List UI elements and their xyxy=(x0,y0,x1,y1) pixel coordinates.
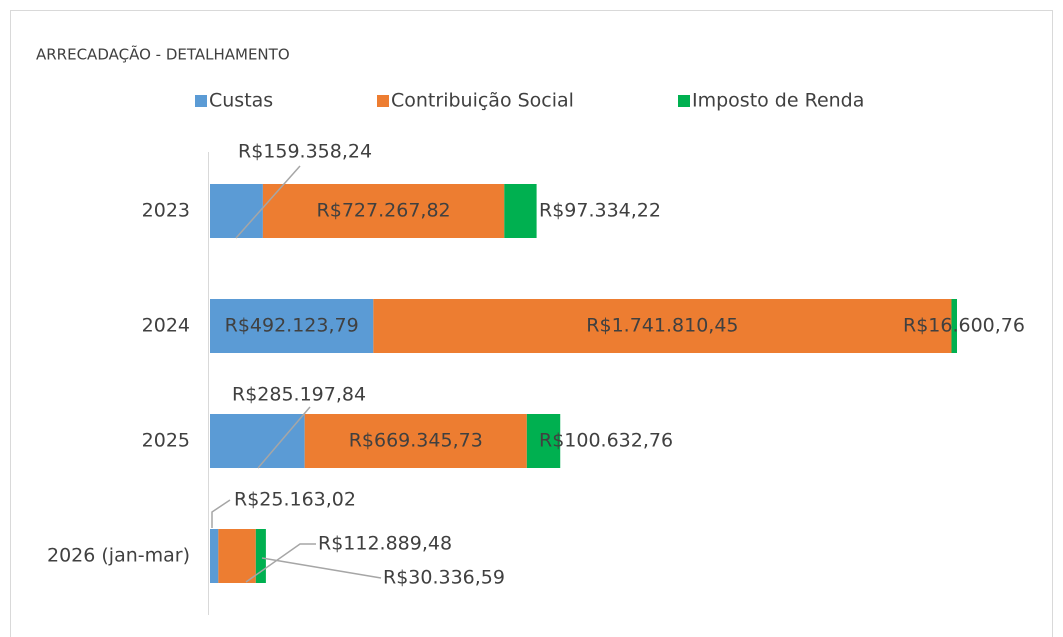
data-label: R$97.334,22 xyxy=(539,200,661,222)
data-label: R$16.600,76 xyxy=(903,315,1025,337)
y-tick-label: 2024 xyxy=(142,315,190,337)
data-label: R$100.632,76 xyxy=(539,430,673,452)
bar-segment xyxy=(218,529,256,583)
data-label: R$112.889,48 xyxy=(318,533,452,555)
bar-segment xyxy=(210,529,219,583)
data-label: R$669.345,73 xyxy=(349,430,483,452)
leader-line xyxy=(257,406,311,469)
bar-segment xyxy=(951,299,957,353)
leader-line xyxy=(211,499,231,528)
y-tick-label: 2023 xyxy=(142,200,190,222)
data-label: R$25.163,02 xyxy=(234,489,356,511)
chart-title: ARRECADAÇÃO - DETALHAMENTO xyxy=(36,45,290,64)
bar-segment xyxy=(210,414,305,468)
bar-segment xyxy=(262,184,505,238)
data-label: R$159.358,24 xyxy=(238,141,372,163)
bar-segment xyxy=(304,414,527,468)
legend-label: Custas xyxy=(209,90,273,112)
bar-segment xyxy=(210,299,374,353)
legend-swatch xyxy=(377,95,389,107)
leader-line xyxy=(261,557,382,579)
data-label: R$727.267,82 xyxy=(317,200,451,222)
leader-line xyxy=(245,543,316,583)
data-label: R$30.336,59 xyxy=(383,567,505,589)
bar-segment xyxy=(255,529,266,583)
legend-swatch xyxy=(678,95,690,107)
y-tick-label: 2025 xyxy=(142,430,190,452)
legend-label: Imposto de Renda xyxy=(692,90,864,112)
data-label: R$285.197,84 xyxy=(232,384,366,406)
y-tick-label: 2026 (jan-mar) xyxy=(47,545,190,567)
legend-swatch xyxy=(195,95,207,107)
bar-segment xyxy=(210,184,263,238)
legend-label: Contribuição Social xyxy=(391,90,574,112)
leader-line xyxy=(235,165,301,239)
data-label: R$492.123,79 xyxy=(225,315,359,337)
data-label: R$1.741.810,45 xyxy=(586,315,738,337)
bar-segment xyxy=(526,414,561,468)
bar-segment xyxy=(373,299,952,353)
bar-segment xyxy=(504,184,537,238)
